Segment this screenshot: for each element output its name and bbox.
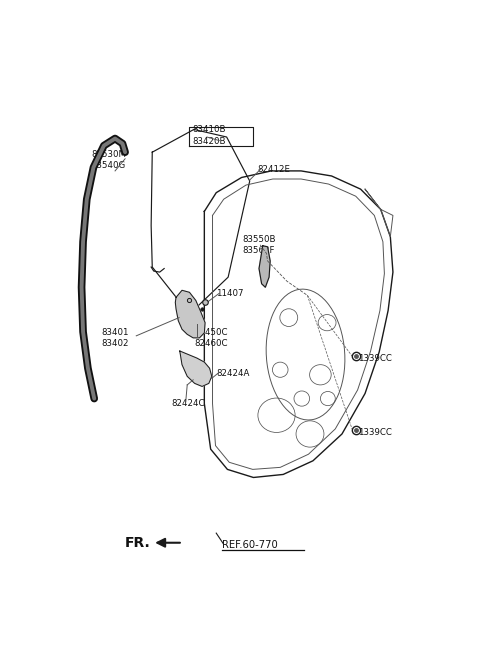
Text: 82424A: 82424A — [216, 369, 250, 378]
Text: 82412E: 82412E — [257, 166, 290, 174]
Text: FR.: FR. — [125, 536, 151, 551]
Text: 1339CC: 1339CC — [358, 353, 392, 363]
Polygon shape — [180, 351, 212, 386]
Text: 82424C: 82424C — [172, 399, 205, 408]
Polygon shape — [175, 290, 205, 338]
Text: 83550B
83560F: 83550B 83560F — [242, 235, 276, 255]
Polygon shape — [259, 246, 270, 287]
Text: 83530M
83540G: 83530M 83540G — [92, 150, 127, 170]
Text: 82450C
82460C: 82450C 82460C — [194, 328, 228, 348]
Text: 83401
83402: 83401 83402 — [102, 328, 129, 348]
Text: REF.60-770: REF.60-770 — [222, 540, 277, 551]
Text: 1339CC: 1339CC — [358, 428, 392, 438]
Text: 11407: 11407 — [216, 289, 244, 298]
Text: 83410B
83420B: 83410B 83420B — [192, 125, 226, 146]
